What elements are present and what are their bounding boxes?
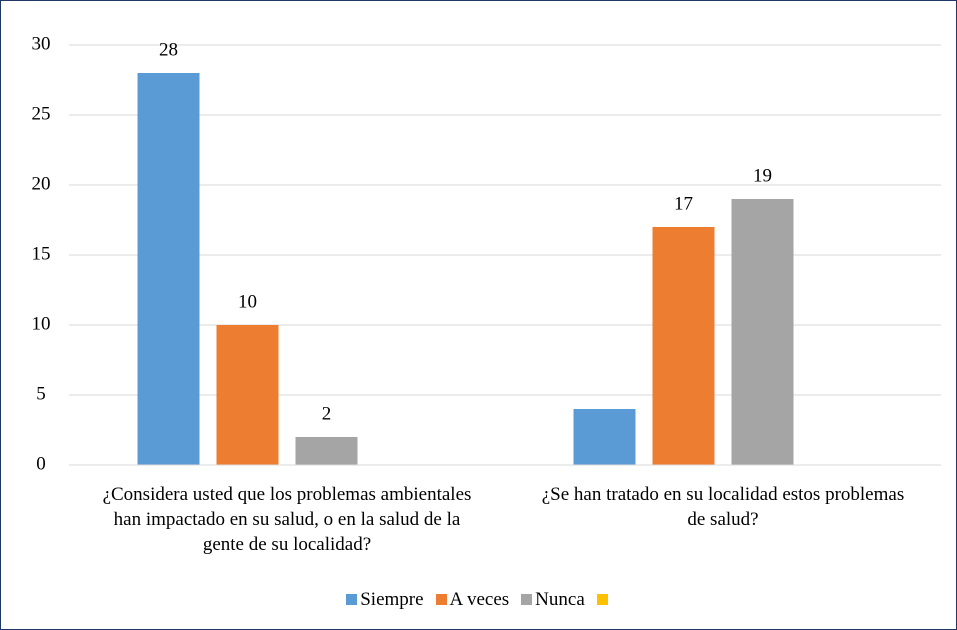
bar	[137, 73, 200, 465]
y-tick-label: 5	[36, 383, 46, 404]
legend-label: Siempre	[360, 589, 424, 610]
data-label: 2	[322, 403, 332, 424]
legend-item: Siempre	[346, 589, 424, 611]
legend-swatch	[521, 594, 533, 605]
data-label: 28	[159, 39, 178, 60]
data-label: 17	[674, 193, 693, 214]
legend-item	[596, 589, 611, 611]
bar	[295, 437, 358, 465]
legend: Siempre A veces Nunca	[1, 589, 956, 611]
y-tick-label: 20	[32, 173, 51, 194]
legend-label: Nunca	[535, 589, 585, 610]
y-tick-label: 10	[32, 313, 51, 334]
y-tick-label: 15	[32, 243, 51, 264]
legend-item: Nunca	[521, 589, 585, 611]
legend-swatch	[596, 594, 608, 605]
legend-label: A veces	[449, 589, 510, 610]
y-tick-label: 30	[32, 33, 51, 54]
bar	[216, 325, 279, 465]
bar	[573, 409, 636, 465]
y-tick-label: 25	[32, 103, 51, 124]
bar	[652, 227, 715, 465]
legend-swatch	[435, 594, 447, 605]
x-tick-label: ¿Considera usted que los problemas ambie…	[102, 484, 472, 555]
legend-item: A veces	[435, 589, 510, 611]
x-tick-label: ¿Se han tratado en su localidad estos pr…	[541, 484, 905, 530]
legend-swatch	[346, 594, 358, 605]
y-tick-label: 0	[36, 453, 46, 474]
bar	[731, 199, 794, 465]
data-label: 19	[753, 165, 772, 186]
data-label: 10	[238, 291, 257, 312]
